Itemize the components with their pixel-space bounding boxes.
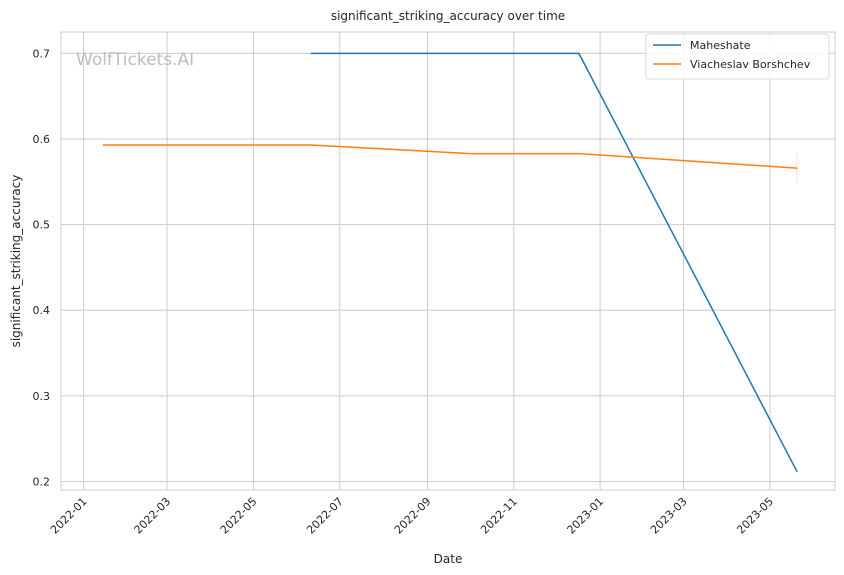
y-tick-labels: 0.2 0.3 0.4 0.5 0.6 0.7 (33, 47, 51, 488)
data-point-viacheslav-borshchev (469, 152, 471, 155)
legend-box (645, 33, 830, 80)
chart-title: significant_striking_accuracy over time (331, 9, 565, 23)
data-point-maheshate (795, 470, 798, 472)
data-point-maheshate (578, 52, 580, 55)
data-point-maheshate (310, 52, 313, 55)
plot-frame (60, 31, 836, 491)
y-tick-label: 0.5 (33, 219, 51, 232)
y-tick-label: 0.7 (33, 47, 51, 60)
data-point-viacheslav-borshchev (578, 152, 580, 155)
y-tick-label: 0.6 (33, 133, 51, 146)
y-tick-label: 0.2 (33, 475, 51, 488)
data-point-viacheslav-borshchev (310, 144, 313, 146)
watermark: WolfTickets.AI (76, 50, 194, 70)
data-point-viacheslav-borshchev (102, 144, 105, 146)
grid (61, 32, 835, 490)
series-layer (102, 52, 798, 472)
data-point-viacheslav-borshchev (795, 167, 798, 169)
y-tick-label: 0.4 (33, 304, 51, 317)
legend-label-viacheslav-borshchev: Viacheslav Borshchev (690, 58, 811, 71)
x-axis-title: Date (434, 552, 463, 566)
y-tick-label: 0.3 (33, 390, 51, 403)
legend: Maheshate Viacheslav Borshchev (645, 33, 830, 80)
legend-label-maheshate: Maheshate (690, 39, 751, 52)
y-axis-title: significant_striking_accuracy (9, 175, 23, 348)
